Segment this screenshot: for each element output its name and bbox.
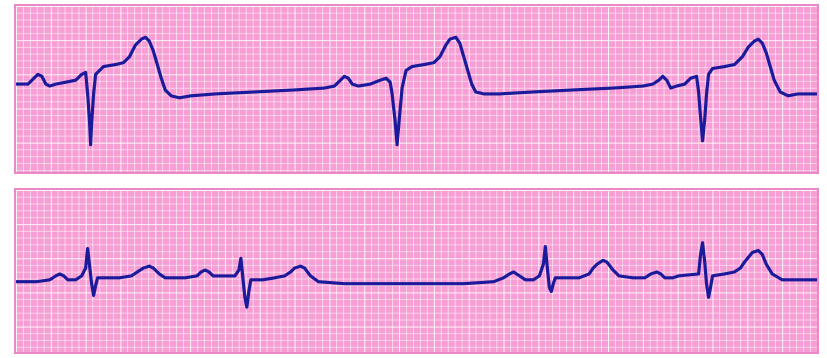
- ecg-waveform-bottom: [16, 241, 817, 309]
- ecg-trace-top: [16, 35, 817, 147]
- ecg-trace-bottom: [16, 241, 817, 309]
- ecg-grid-bottom: [16, 190, 817, 352]
- ecg-strip-top: [14, 4, 819, 174]
- ecg-waveform-top: [16, 35, 817, 147]
- ecg-strip-bottom: [14, 188, 819, 354]
- ecg-grid-top: [16, 6, 817, 172]
